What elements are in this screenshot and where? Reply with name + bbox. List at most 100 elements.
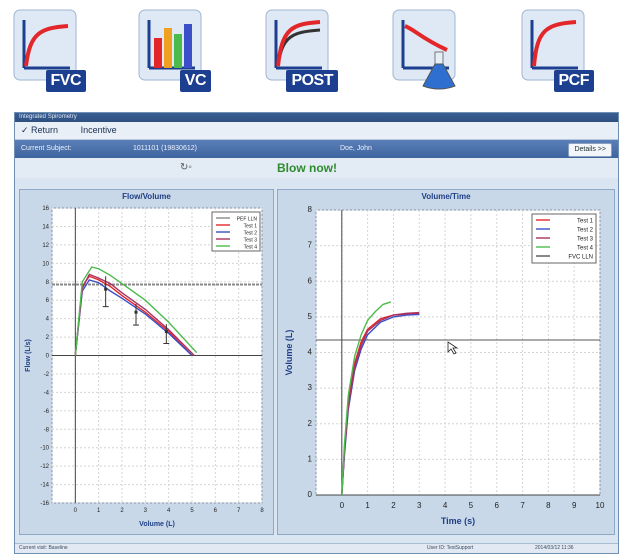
x-tick-label: 2: [120, 508, 124, 514]
series-line-test-3: [74, 273, 195, 356]
subject-id: 1011101 (19830612): [133, 145, 197, 152]
x-tick-label: 2: [391, 501, 396, 510]
fvc-label: FVC: [45, 70, 86, 92]
x-axis-label: Time (s): [441, 516, 475, 526]
y-tick-label: -10: [40, 446, 49, 452]
error-bar-point: [104, 287, 108, 291]
y-tick-label: 5: [308, 312, 313, 321]
y-tick-label: 6: [308, 276, 313, 285]
y-tick-label: 16: [42, 206, 49, 212]
details-button[interactable]: Details >>: [568, 143, 612, 157]
x-tick-label: 10: [596, 501, 605, 510]
return-label: Return: [31, 125, 59, 135]
pcf-curve-icon: [521, 9, 585, 81]
spirometry-window: Integrated Spirometry ✓ Return Incentive…: [14, 112, 619, 554]
legend-label: Test 2: [244, 231, 258, 237]
error-bar-point: [134, 310, 138, 314]
x-tick-label: 5: [190, 508, 194, 514]
x-tick-label: 6: [495, 501, 500, 510]
y-tick-label: 3: [308, 383, 313, 392]
legend-label: Test 1: [577, 219, 594, 225]
pcf-label: PCF: [553, 70, 594, 92]
legend-label: Test 4: [244, 245, 258, 251]
legend-label: FVC LLN: [568, 255, 593, 261]
pcf-mode-button[interactable]: PCF: [520, 8, 594, 92]
x-tick-label: 8: [546, 501, 551, 510]
footer-datetime: 2014/03/12 11:36: [535, 545, 574, 551]
y-tick-label: 8: [308, 205, 313, 214]
fvc-curve-icon: [13, 9, 77, 81]
return-menu-item[interactable]: ✓ Return: [21, 125, 59, 135]
y-tick-label: 8: [46, 280, 50, 286]
y-axis-label: Volume (L): [284, 330, 294, 376]
y-tick-label: 0: [46, 354, 50, 360]
y-tick-label: 0: [308, 490, 313, 499]
y-tick-label: 2: [46, 335, 50, 341]
series-line-test-4: [74, 266, 198, 356]
legend-label: Test 4: [577, 246, 594, 252]
x-tick-label: 5: [469, 501, 474, 510]
challenge-mode-button[interactable]: [391, 8, 465, 92]
mouse-cursor-icon: [447, 341, 459, 355]
y-tick-label: 4: [308, 348, 313, 357]
incentive-menu-item[interactable]: Incentive: [80, 125, 117, 135]
legend-label: PEF LLN: [237, 217, 258, 223]
flow-volume-panel: Flow/Volume 0 1 2 3 4 5 6 7 8 16 14 12 10 8 6 4 2 0 -2 -4 -6…: [19, 189, 274, 535]
x-tick-label: 0: [74, 508, 78, 514]
x-axis-label: Volume (L): [139, 521, 175, 528]
error-bar-point: [164, 330, 168, 334]
x-tick-label: 1: [97, 508, 101, 514]
y-tick-label: 4: [46, 317, 50, 323]
y-tick-label: -8: [44, 427, 50, 433]
flask-icon: [392, 9, 456, 90]
flow-volume-title: Flow/Volume: [122, 192, 171, 201]
post-mode-button[interactable]: POST: [264, 8, 338, 92]
y-tick-label: -6: [44, 409, 50, 415]
y-tick-label: -2: [44, 372, 50, 378]
y-tick-label: -14: [40, 483, 49, 489]
legend-label: Test 3: [577, 237, 594, 243]
footer-user: User ID: TestSupport: [427, 545, 474, 551]
x-tick-label: 4: [443, 501, 448, 510]
volume-time-panel: Volume/Time 0 1 2 3 4 5 6 7 8 9 10 8 7 6 5 4 3 2 1 0 Time (s…: [277, 189, 615, 535]
series-line-test-2: [74, 279, 193, 357]
x-tick-label: 9: [572, 501, 577, 510]
x-tick-label: 1: [365, 501, 370, 510]
vc-label: VC: [179, 70, 211, 92]
x-tick-label: 3: [417, 501, 422, 510]
fvc-mode-button[interactable]: FVC: [12, 8, 86, 92]
y-tick-label: -12: [40, 464, 49, 470]
status-row: ↻◦ Blow now!: [15, 158, 618, 178]
vc-mode-button[interactable]: VC: [137, 8, 211, 92]
blow-now-message: Blow now!: [277, 161, 337, 175]
post-label: POST: [286, 70, 338, 92]
current-subject-label: Current Subject:: [21, 145, 72, 152]
flow-volume-chart: 0 1 2 3 4 5 6 7 81614121086420-2-4-6-8-10-12-14-…: [25, 206, 264, 528]
x-tick-label: 8: [260, 508, 264, 514]
subject-name: Doe, John: [340, 145, 372, 152]
footer-visit: Current visit: Baseline: [19, 545, 68, 551]
window-titlebar: Integrated Spirometry: [15, 113, 618, 122]
y-tick-label: 6: [46, 298, 50, 304]
x-tick-label: 0: [340, 501, 345, 510]
x-tick-label: 7: [237, 508, 241, 514]
volume-time-title: Volume/Time: [421, 192, 471, 201]
y-tick-label: 12: [42, 243, 49, 249]
y-tick-label: 7: [308, 241, 313, 250]
x-tick-label: 4: [167, 508, 171, 514]
status-footer: Current visit: Baseline User ID: TestSup…: [15, 543, 618, 553]
legend-label: Test 2: [577, 228, 594, 234]
legend-label: Test 1: [244, 224, 258, 230]
post-curve-icon: [265, 9, 329, 81]
x-tick-label: 6: [214, 508, 218, 514]
y-tick-label: 2: [308, 419, 313, 428]
y-tick-label: 10: [42, 261, 49, 267]
y-tick-label: -4: [44, 390, 50, 396]
y-tick-label: 1: [308, 454, 313, 463]
y-tick-label: -16: [40, 501, 49, 507]
legend-label: Test 3: [244, 238, 258, 244]
menu-bar: ✓ Return Incentive: [15, 122, 618, 140]
x-tick-label: 7: [520, 501, 525, 510]
bar-chart-icon: [138, 9, 202, 81]
